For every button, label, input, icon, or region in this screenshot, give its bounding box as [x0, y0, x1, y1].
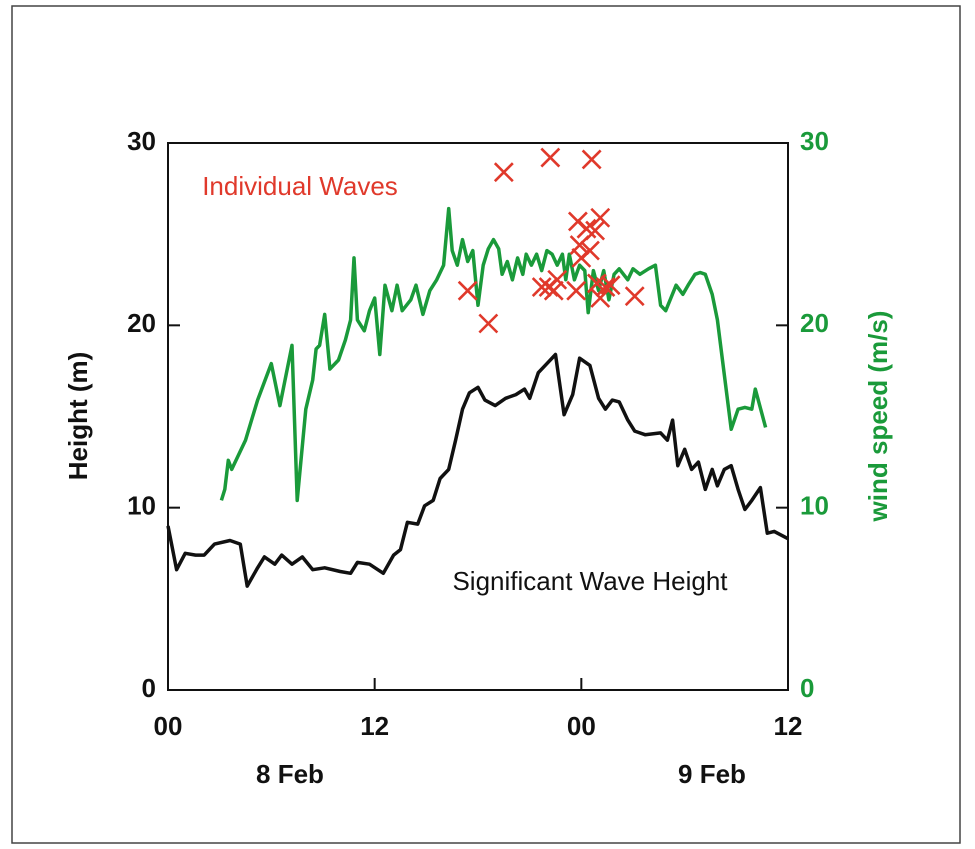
scatter-marker [581, 149, 602, 170]
scatter-marker [624, 286, 645, 307]
y-axis-label: Height (m) [63, 352, 93, 481]
scatter-marker [493, 162, 514, 183]
x-tick-label: 12 [774, 711, 803, 741]
date-label: 9 Feb [678, 759, 746, 789]
scatter-marker [457, 280, 478, 301]
scatter-marker [585, 220, 606, 241]
y2-tick-label: 0 [800, 673, 814, 703]
scatter-marker [590, 207, 611, 228]
y-tick-label: 30 [127, 126, 156, 156]
scatter-marker [547, 269, 568, 290]
frame [11, 5, 961, 844]
scatter-marker [478, 313, 499, 334]
scatter-marker [600, 275, 621, 296]
plot-area [167, 142, 789, 691]
series-line [219, 206, 768, 503]
x-tick-label: 00 [567, 711, 596, 741]
scatter-marker [540, 147, 561, 168]
x-tick-label: 12 [360, 711, 389, 741]
scatter-marker [569, 235, 590, 256]
scatter-marker [531, 277, 552, 297]
scatter-marker [580, 240, 600, 261]
series-label: Individual Waves [202, 171, 398, 201]
y-tick-label: 10 [127, 491, 156, 521]
series-label: Significant Wave Height [452, 566, 728, 596]
scatter-marker [595, 277, 616, 297]
y-tick-label: 20 [127, 308, 156, 338]
y2-axis-label: wind speed (m/s) [863, 311, 893, 523]
y-tick-label: 0 [142, 673, 156, 703]
scatter-marker [590, 288, 611, 308]
scatter-marker [566, 280, 587, 301]
x-tick-label: 00 [154, 711, 183, 741]
scatter-marker [543, 280, 564, 301]
series-line [166, 352, 789, 588]
y2-tick-label: 30 [800, 126, 829, 156]
y2-tick-label: 10 [800, 491, 829, 521]
date-label: 8 Feb [256, 759, 324, 789]
y2-tick-label: 20 [800, 308, 829, 338]
